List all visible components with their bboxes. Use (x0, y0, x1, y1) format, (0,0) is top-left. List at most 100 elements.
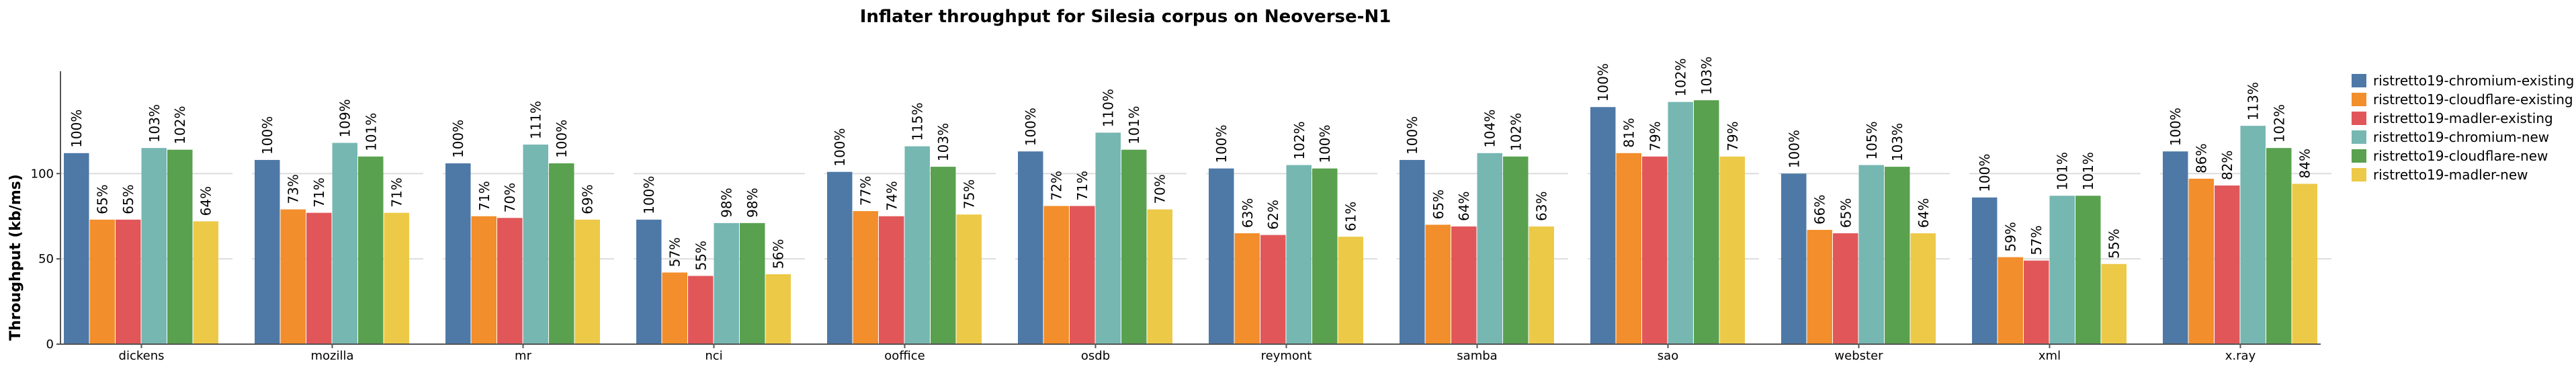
bar (1668, 101, 1693, 345)
bar-label: 101% (1126, 106, 1142, 145)
x-tick-label: samba (1457, 349, 1497, 363)
bar-label: 86% (2194, 143, 2210, 173)
bar (1286, 165, 1312, 344)
bar (1885, 167, 1910, 344)
legend-label: ristretto19-madler-new (2373, 167, 2528, 183)
bar-label: 102% (2271, 104, 2287, 142)
bar (167, 149, 193, 344)
bar-label: 65% (1838, 198, 1854, 228)
bar-label: 104% (1482, 110, 1498, 148)
y-tick-label: 50 (38, 252, 54, 266)
bar (1833, 233, 1858, 344)
bar (332, 142, 357, 344)
bar (384, 212, 409, 344)
bar (827, 171, 853, 344)
bar-label: 65% (120, 184, 136, 214)
bar-label: 59% (2003, 222, 2019, 251)
bar-label: 73% (286, 174, 302, 204)
legend-label: ristretto19-cloudflare-new (2373, 148, 2548, 164)
bar-label: 74% (884, 181, 900, 210)
bar (714, 222, 739, 344)
bar (523, 145, 548, 345)
bar-label: 113% (2245, 82, 2262, 120)
bar (2215, 186, 2240, 344)
bar (1503, 156, 1529, 344)
bar (64, 153, 89, 345)
bar-label: 71% (476, 181, 492, 210)
bar-label: 103% (146, 104, 163, 142)
bar (1858, 165, 1884, 344)
bar (471, 216, 497, 344)
bar (255, 159, 280, 344)
y-tick-label: 0 (46, 337, 54, 352)
bar-label: 103% (935, 123, 951, 161)
bar-label: 103% (1889, 123, 1905, 161)
bar (1095, 132, 1121, 344)
bar-label: 81% (1621, 118, 1637, 147)
bar-label: 101% (363, 113, 379, 151)
bar (1338, 237, 1363, 344)
bar-label: 84% (2297, 149, 2313, 178)
bar (1694, 100, 1719, 344)
bar-label: 65% (95, 184, 111, 214)
chart-title: Inflater throughput for Silesia corpus o… (860, 7, 1391, 27)
bar (497, 218, 523, 344)
x-tick-label: reymont (1261, 349, 1312, 363)
bar-label: 110% (1101, 89, 1117, 127)
bar (89, 219, 115, 344)
legend-swatch (2352, 112, 2366, 125)
bar-label: 71% (389, 177, 405, 207)
bar (1260, 235, 1286, 344)
bar (2049, 196, 2075, 344)
bar (1719, 156, 1745, 344)
bar (1910, 233, 1936, 344)
bar (2024, 260, 2049, 344)
bar (445, 163, 471, 344)
bar-label: 100% (832, 128, 848, 167)
bar (740, 222, 765, 344)
bar (1807, 229, 1832, 344)
x-tick-label: webster (1834, 349, 1883, 363)
bar-label: 103% (1699, 56, 1715, 95)
bar (956, 214, 982, 344)
legend-swatch (2352, 74, 2366, 87)
bar-label: 69% (580, 184, 596, 214)
bar-label: 72% (1049, 171, 1065, 200)
bar-label: 56% (771, 239, 787, 269)
bar-label: 79% (1725, 121, 1741, 151)
bar (1312, 168, 1338, 344)
bar-label: 70% (502, 183, 518, 212)
bar-label: 71% (1074, 171, 1090, 200)
bar (636, 219, 662, 344)
x-tick-label: mr (515, 349, 532, 363)
bar (853, 211, 878, 344)
bar-label: 55% (2106, 229, 2122, 258)
bar (574, 219, 600, 344)
bar-label: 100% (1595, 63, 1611, 101)
bar (1781, 173, 1807, 344)
bar (765, 274, 791, 344)
legend-label: ristretto19-madler-existing (2373, 110, 2553, 126)
bar (358, 156, 384, 344)
bar-label: 64% (198, 186, 214, 216)
bars: 100% 65% 65% 103% 102% 64% 100% 73% 71% 109% 101% 7… (64, 56, 2317, 345)
y-tick-label: 100 (31, 167, 54, 181)
bar-label: 115% (910, 102, 926, 140)
bar-label: 105% (1864, 121, 1880, 159)
bar-label: 70% (1152, 174, 1168, 204)
bar (1121, 149, 1147, 344)
y-axis-label: Throughput (kb/ms) (7, 174, 24, 341)
bar-label: 64% (1916, 198, 1932, 228)
bar-label: 100% (450, 120, 466, 158)
bar-label: 75% (961, 179, 978, 209)
legend-label: ristretto19-chromium-new (2373, 129, 2549, 145)
bar-label: 63% (1534, 191, 1550, 220)
legend-swatch (2352, 149, 2366, 163)
bar (1590, 107, 1616, 344)
bar-label: 98% (744, 188, 761, 217)
bar (193, 221, 218, 344)
x-tick-label: sao (1658, 349, 1678, 363)
legend-swatch (2352, 93, 2366, 106)
bar-label: 100% (1404, 116, 1420, 155)
